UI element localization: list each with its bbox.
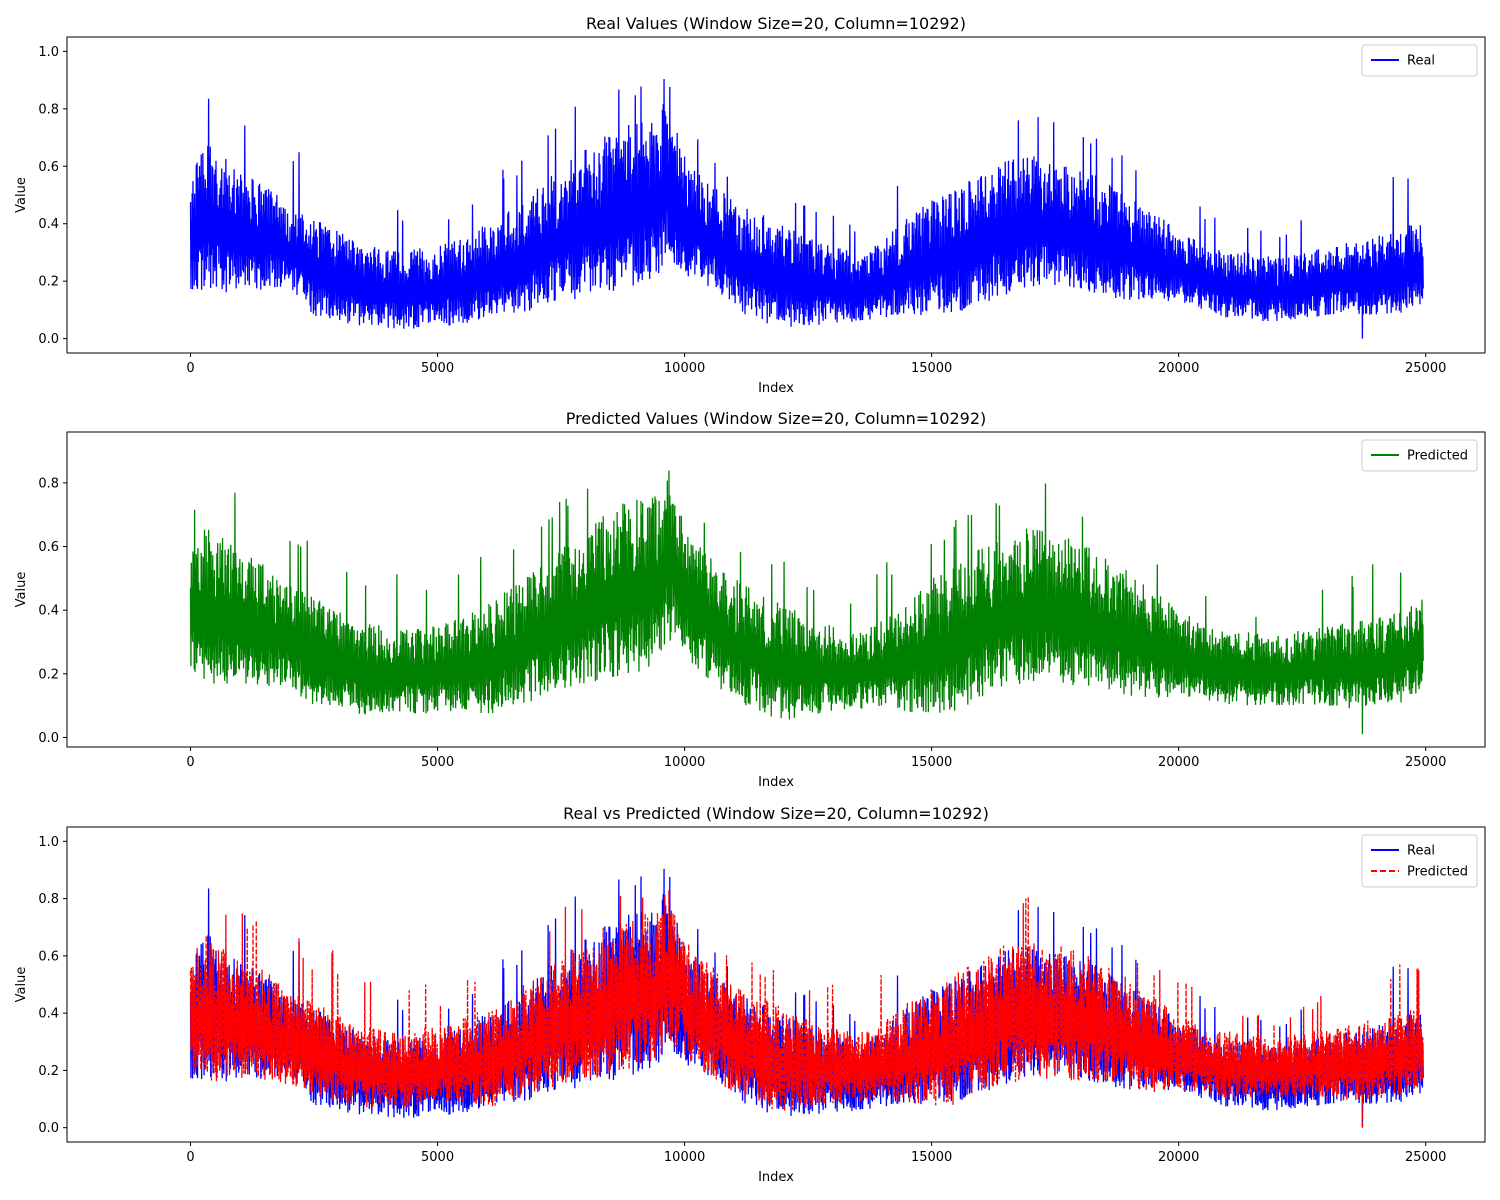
legend-label-real: Real	[1407, 54, 1435, 69]
y-tick-label: 0.6	[38, 160, 59, 175]
x-tick-label: 20000	[1158, 361, 1199, 376]
chart-panel-3: Real vs Predicted (Window Size=20, Colum…	[14, 804, 1486, 1185]
y-tick-label: 0.8	[38, 476, 59, 491]
plot-area	[189, 470, 1424, 735]
x-tick-label: 15000	[911, 755, 952, 770]
axes-frame	[66, 826, 1486, 1143]
x-tick-label: 10000	[664, 755, 705, 770]
x-tick-label: 15000	[911, 361, 952, 376]
plot-area	[189, 79, 1424, 339]
x-tick-label: 25000	[1405, 361, 1446, 376]
x-tick-label: 20000	[1158, 755, 1199, 770]
y-tick-label: 1.0	[38, 45, 59, 60]
y-tick-label: 0.4	[38, 1007, 59, 1022]
series-line-predicted	[189, 890, 1424, 1128]
y-tick-label: 0.2	[38, 1064, 59, 1079]
legend: Real Predicted	[1361, 834, 1478, 888]
chart-title: Real Values (Window Size=20, Column=1029…	[586, 14, 966, 33]
legend-box	[1361, 439, 1478, 472]
y-tick-label: 0.2	[38, 275, 59, 290]
x-tick-label: 0	[186, 1150, 194, 1165]
x-axis-label: Index	[758, 1170, 794, 1185]
x-tick-label: 25000	[1405, 1150, 1446, 1165]
series-line-real	[189, 79, 1424, 339]
y-tick-label: 0.0	[38, 731, 59, 746]
y-tick-label: 0.4	[38, 217, 59, 232]
x-tick-label: 25000	[1405, 755, 1446, 770]
axes-frame	[66, 431, 1486, 748]
chart-title: Real vs Predicted (Window Size=20, Colum…	[563, 804, 989, 823]
legend: Predicted	[1361, 439, 1478, 472]
x-tick-label: 10000	[664, 1150, 705, 1165]
axes-frame	[66, 36, 1486, 354]
x-axis-label: Index	[758, 381, 794, 396]
series-line-predicted	[189, 470, 1424, 735]
x-tick-label: 0	[186, 361, 194, 376]
y-tick-label: 1.0	[38, 835, 59, 850]
plot-area	[189, 868, 1424, 1128]
chart-panel-2: Predicted Values (Window Size=20, Column…	[14, 409, 1486, 790]
x-tick-label: 5000	[421, 1150, 454, 1165]
legend: Real	[1361, 44, 1478, 77]
x-tick-label: 5000	[421, 755, 454, 770]
y-tick-label: 0.0	[38, 1121, 59, 1136]
chart-title: Predicted Values (Window Size=20, Column…	[566, 409, 987, 428]
legend-label-predicted: Predicted	[1407, 449, 1468, 464]
x-tick-label: 15000	[911, 1150, 952, 1165]
legend-label-real: Real	[1407, 844, 1435, 859]
x-tick-label: 5000	[421, 361, 454, 376]
y-axis-label: Value	[14, 572, 29, 608]
legend-label-predicted: Predicted	[1407, 865, 1468, 880]
y-axis-label: Value	[14, 967, 29, 1003]
x-tick-label: 10000	[664, 361, 705, 376]
legend-box	[1361, 834, 1478, 888]
y-axis-label: Value	[14, 177, 29, 213]
y-tick-label: 0.2	[38, 667, 59, 682]
y-tick-label: 0.8	[38, 892, 59, 907]
y-tick-label: 0.6	[38, 949, 59, 964]
y-tick-label: 0.4	[38, 604, 59, 619]
y-tick-label: 0.0	[38, 332, 59, 347]
y-tick-label: 0.6	[38, 540, 59, 555]
chart-panel-1: Real Values (Window Size=20, Column=1029…	[14, 14, 1486, 396]
x-tick-label: 20000	[1158, 1150, 1199, 1165]
y-tick-label: 0.8	[38, 102, 59, 117]
x-tick-label: 0	[186, 755, 194, 770]
x-axis-label: Index	[758, 775, 794, 790]
legend-box	[1361, 44, 1478, 77]
